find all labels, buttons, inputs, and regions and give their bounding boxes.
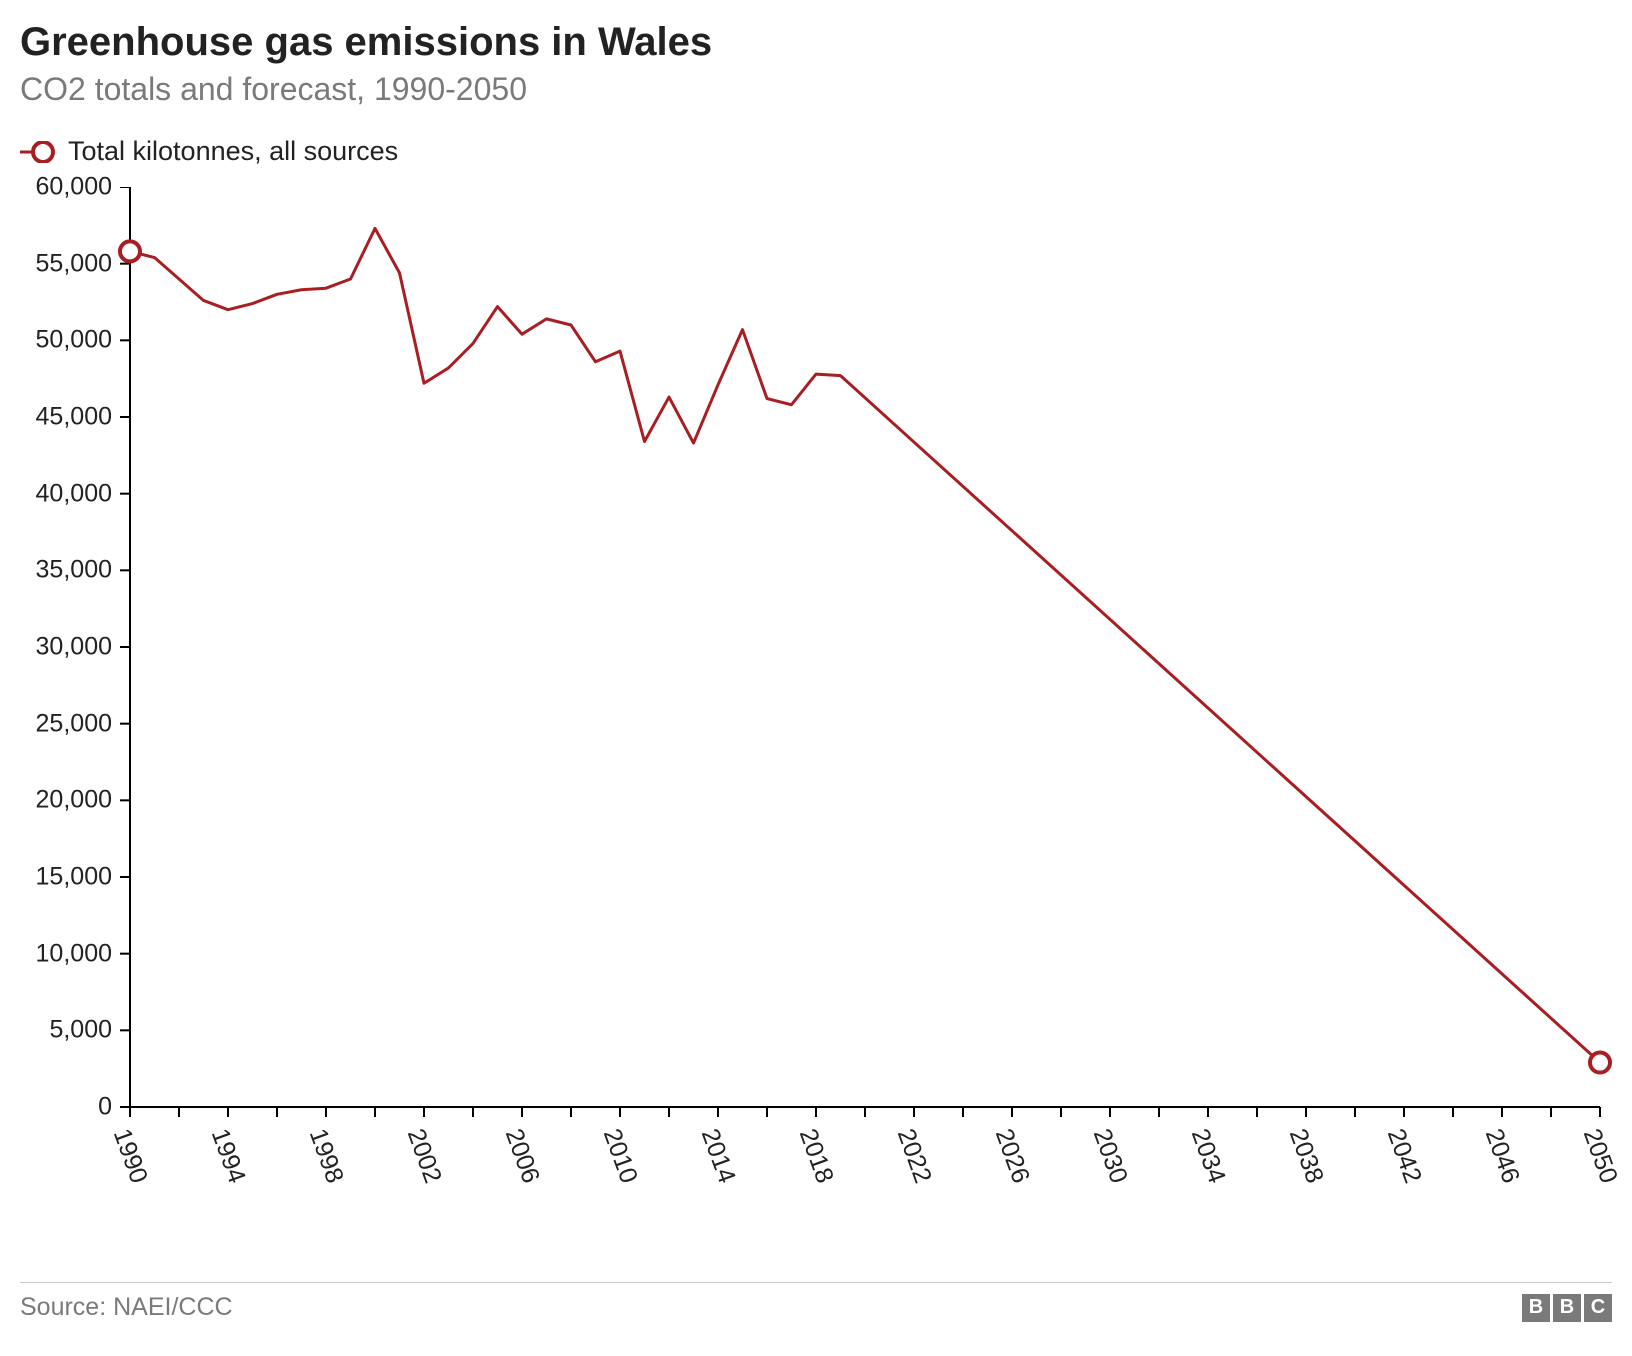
chart-container: Greenhouse gas emissions in Wales CO2 to… <box>20 20 1612 1322</box>
y-axis-tick-label: 0 <box>20 1093 112 1122</box>
line-chart <box>20 187 1612 1147</box>
y-axis-tick-label: 40,000 <box>20 479 112 508</box>
y-axis-tick-label: 55,000 <box>20 249 112 278</box>
y-axis-tick-label: 60,000 <box>20 173 112 202</box>
chart-title: Greenhouse gas emissions in Wales <box>20 20 1612 65</box>
y-axis-tick-label: 45,000 <box>20 403 112 432</box>
chart-subtitle: CO2 totals and forecast, 1990-2050 <box>20 71 1612 108</box>
legend: Total kilotonnes, all sources <box>20 136 1612 167</box>
y-axis-tick-label: 35,000 <box>20 556 112 585</box>
y-axis-tick-label: 10,000 <box>20 939 112 968</box>
y-axis-tick-label: 15,000 <box>20 863 112 892</box>
x-axis-tick-label: 2050 <box>1577 1125 1623 1187</box>
source-label: Source: NAEI/CCC <box>20 1293 233 1322</box>
bbc-logo: B B C <box>1522 1294 1612 1322</box>
legend-label: Total kilotonnes, all sources <box>68 136 398 167</box>
bbc-logo-letter: C <box>1584 1294 1612 1322</box>
plot-area: 0 5,000 10,000 15,000 20,000 25,000 30,000 35,0… <box>20 187 1612 1152</box>
bbc-logo-letter: B <box>1553 1294 1581 1322</box>
y-axis-tick-label: 50,000 <box>20 326 112 355</box>
y-axis-tick-label: 25,000 <box>20 709 112 738</box>
y-axis-tick-label: 20,000 <box>20 786 112 815</box>
y-axis-tick-label: 30,000 <box>20 633 112 662</box>
chart-footer: Source: NAEI/CCC B B C <box>20 1282 1612 1322</box>
bbc-logo-letter: B <box>1522 1294 1550 1322</box>
y-axis-tick-label: 5,000 <box>20 1016 112 1045</box>
legend-marker-icon <box>20 141 58 163</box>
